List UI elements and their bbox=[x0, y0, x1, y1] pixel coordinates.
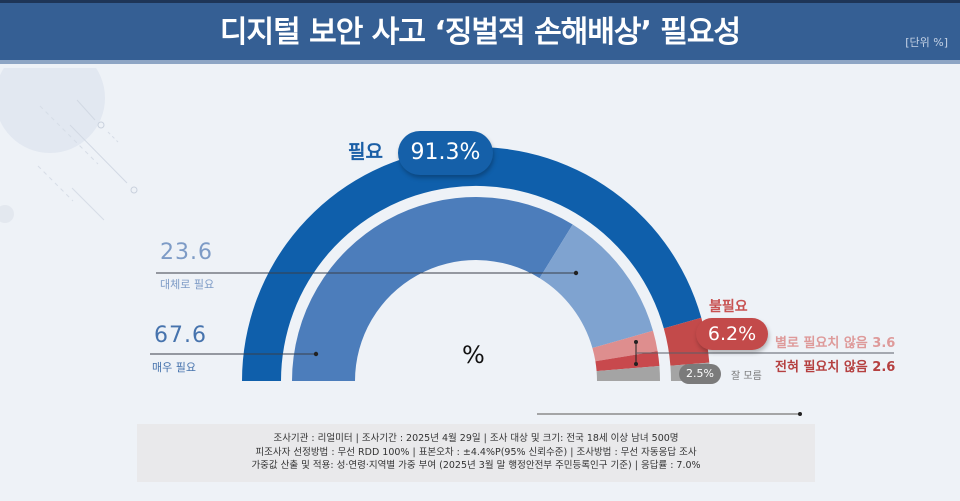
rather-need-label: 대체로 필요 bbox=[160, 278, 215, 291]
background-decoration bbox=[0, 68, 138, 223]
not-at-all-label: 전혀 필요치 않음 2.6 bbox=[775, 360, 896, 375]
unneed-total-badge: 6.2% bbox=[696, 318, 768, 350]
inner-segment-dont-know bbox=[596, 366, 661, 381]
unit-label: [단위 %] bbox=[905, 36, 948, 49]
footnote-line-2: 피조사자 선정방법 : 무선 RDD 100% | 표본오차 : ±4.4%P(… bbox=[255, 446, 697, 458]
inner-segment-rather-need bbox=[539, 224, 653, 348]
decor-circle bbox=[0, 68, 105, 153]
page-title: 디지털 보안 사고 ‘징벌적 손해배상’ 필요성 bbox=[219, 15, 741, 50]
need-label: 필요 bbox=[348, 141, 383, 163]
inner-segment-very-need bbox=[292, 197, 573, 381]
unneed-label: 불필요 bbox=[709, 299, 748, 315]
not-much-label: 별로 필요치 않음 3.6 bbox=[775, 336, 896, 351]
very-need-value: 67.6 bbox=[154, 323, 207, 348]
survey-footnote: 조사기관 : 리얼미터 | 조사기간 : 2025년 4월 29일 | 조사 대… bbox=[137, 424, 815, 482]
inner-segment-not-at-all bbox=[595, 351, 660, 372]
need-total-badge: 91.3% bbox=[398, 131, 493, 175]
rather-need-value: 23.6 bbox=[160, 240, 213, 265]
dont-know-label: 잘 모름 bbox=[731, 371, 762, 382]
footnote-line-1: 조사기관 : 리얼미터 | 조사기간 : 2025년 4월 29일 | 조사 대… bbox=[273, 433, 679, 444]
dont-know-badge: 2.5% bbox=[679, 364, 721, 384]
header-bar: 디지털 보안 사고 ‘징벌적 손해배상’ 필요성 [단위 %] bbox=[0, 0, 960, 64]
outer-segment-need bbox=[242, 147, 702, 381]
footnote-line-3: 가중값 산출 및 적용: 성·연령·지역별 가중 부여 (2025년 3월 말 … bbox=[251, 460, 701, 471]
header-top-line bbox=[0, 0, 960, 3]
inner-segment-not-much bbox=[592, 330, 658, 362]
center-percent-symbol: % bbox=[462, 341, 485, 369]
very-need-label: 매우 필요 bbox=[152, 361, 196, 374]
